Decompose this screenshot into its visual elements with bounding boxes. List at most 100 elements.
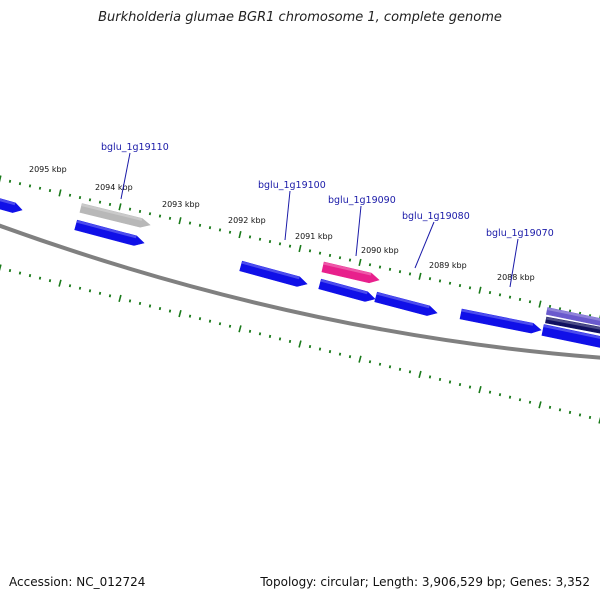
gene-arrow[interactable]: [374, 291, 438, 316]
outer-tick-mark: [368, 263, 372, 267]
outer-tick-mark: [168, 216, 172, 220]
gene-label[interactable]: bglu_1g19090: [328, 195, 396, 206]
inner-tick-mark: [308, 345, 312, 349]
tick-label: 2093 kbp: [162, 200, 200, 209]
inner-tick-mark: [158, 307, 162, 311]
tick-label: 2091 kbp: [295, 232, 333, 241]
inner-tick-mark: [68, 284, 72, 288]
outer-tick-mark: [298, 244, 302, 253]
inner-tick-mark: [328, 350, 332, 354]
outer-tick-mark: [438, 279, 442, 283]
inner-tick-mark: [318, 347, 322, 351]
outer-tick-mark: [268, 240, 272, 244]
gene-arrow[interactable]: [545, 307, 600, 326]
outer-tick-mark: [498, 293, 502, 297]
gene-label[interactable]: bglu_1g19100: [258, 180, 326, 191]
tick-label: 2090 kbp: [361, 246, 399, 255]
gene-arrow[interactable]: [239, 260, 308, 287]
inner-tick-mark: [578, 413, 582, 417]
outer-tick-mark: [538, 300, 542, 308]
outer-tick-mark: [248, 235, 252, 239]
inner-tick-mark: [398, 367, 402, 371]
inner-tick-mark: [238, 325, 242, 333]
outer-tick-mark: [378, 265, 382, 269]
inner-tick-mark: [438, 377, 442, 381]
inner-tick-mark: [368, 360, 372, 364]
gene-label-leader: [120, 152, 131, 200]
tick-label: 2089 kbp: [429, 261, 467, 270]
inner-tick-mark: [288, 339, 292, 343]
inner-tick-mark: [498, 393, 502, 397]
outer-tick-mark: [528, 300, 532, 304]
inner-tick-mark: [558, 408, 562, 412]
gene-arrow-highlight: [241, 261, 300, 280]
chromosome-backbone: [0, 223, 600, 360]
outer-tick-mark: [398, 270, 402, 274]
gene-label[interactable]: bglu_1g19080: [402, 211, 470, 222]
outer-tick-mark: [278, 242, 282, 246]
gene-label[interactable]: bglu_1g19070: [486, 228, 554, 239]
gene-arrow[interactable]: [79, 203, 151, 228]
gene-arrow[interactable]: [74, 219, 145, 246]
outer-tick-mark: [108, 202, 112, 206]
gene-arrow-highlight: [543, 324, 600, 339]
inner-tick-mark: [458, 383, 462, 387]
inner-tick-mark: [408, 370, 412, 374]
inner-tick-mark: [258, 332, 262, 336]
inner-tick-mark: [548, 405, 552, 409]
gene-arrow[interactable]: [545, 316, 600, 334]
gene-label-group: bglu_1g19110 bglu_1g19100bglu_1g19090bglu…: [101, 142, 554, 288]
outer-tick-mark: [258, 237, 262, 241]
outer-tick-mark: [348, 258, 352, 262]
outer-tick-mark: [38, 186, 42, 190]
gene-arrow[interactable]: [321, 261, 380, 284]
outer-tick-mark: [228, 230, 232, 234]
inner-tick-mark: [78, 286, 82, 290]
inner-tick-mark: [138, 301, 142, 305]
outer-tick-mark: [8, 179, 12, 183]
inner-tick-mark: [168, 309, 172, 313]
inner-tick-mark: [388, 365, 392, 369]
gene-arrow[interactable]: [318, 278, 376, 302]
outer-tick-mark: [188, 221, 192, 225]
gene-arrow[interactable]: [541, 324, 600, 348]
outer-tick-mark: [98, 200, 102, 204]
inner-tick-mark: [418, 370, 422, 379]
inner-tick-mark: [448, 380, 452, 384]
inner-tick-mark: [378, 362, 382, 366]
inner-tick-mark: [48, 279, 52, 283]
outer-tick-mark: [308, 249, 312, 253]
outer-tick-mark: [88, 198, 92, 202]
inner-tick-mark: [38, 276, 42, 280]
gene-label[interactable]: bglu_1g19110: [101, 142, 169, 153]
tick-label: 2088 kbp: [497, 273, 535, 282]
outer-tick-mark: [178, 217, 182, 225]
outer-tick-mark: [0, 175, 2, 183]
gene-arrow-highlight: [546, 317, 600, 330]
inner-tick-mark: [88, 289, 92, 293]
inner-tick-track: [0, 264, 600, 424]
inner-tick-mark: [528, 400, 532, 404]
tick-label: 2095 kbp: [29, 165, 67, 174]
outer-tick-mark: [118, 203, 122, 211]
inner-tick-mark: [248, 329, 252, 333]
inner-tick-mark: [178, 309, 182, 318]
gene-arrow-highlight: [376, 292, 430, 309]
inner-tick-mark: [218, 322, 222, 326]
inner-tick-mark: [508, 395, 512, 399]
outer-tick-mark: [238, 231, 242, 239]
outer-tick-mark: [548, 304, 552, 308]
outer-tick-mark: [448, 281, 452, 285]
inner-tick-mark: [588, 415, 592, 419]
outer-tick-mark: [388, 267, 392, 271]
inner-tick-mark: [278, 337, 282, 341]
outer-tick-mark: [28, 184, 32, 188]
gene-arrow[interactable]: [459, 308, 542, 334]
gene-arrow[interactable]: [0, 196, 23, 213]
outer-tick-mark: [518, 297, 522, 301]
outer-tick-mark: [478, 286, 482, 294]
inner-tick-mark: [108, 294, 112, 298]
outer-tick-mark: [138, 209, 142, 213]
outer-tick-mark: [558, 307, 562, 311]
outer-tick-mark: [158, 214, 162, 218]
